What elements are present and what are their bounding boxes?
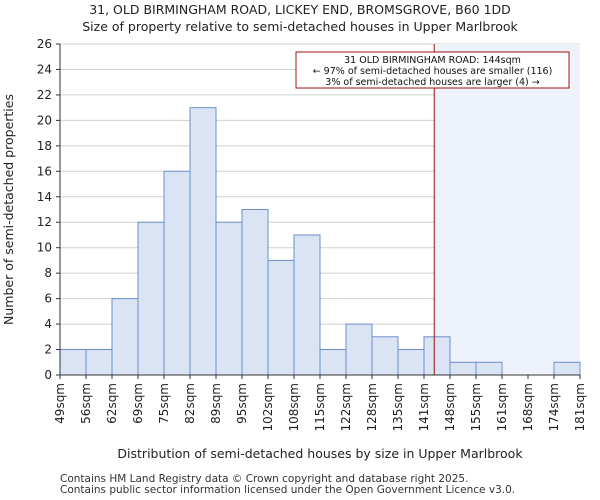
histogram-bar	[137, 221, 165, 376]
annotation-text: 3% of semi-detached houses are larger (4…	[325, 77, 539, 88]
y-tick-label: 22	[37, 88, 52, 102]
histogram-bar	[319, 349, 347, 376]
x-tick-label: 148sqm	[443, 383, 457, 431]
x-tick-label: 181sqm	[573, 383, 587, 431]
y-tick-label: 20	[37, 113, 52, 127]
histogram-bar	[423, 336, 451, 376]
y-tick-label: 2	[44, 343, 52, 357]
y-axis-label: Number of semi-detached properties	[1, 94, 16, 325]
y-tick-label: 6	[44, 292, 52, 306]
footer-licence: Contains public sector information licen…	[60, 484, 516, 496]
histogram-bar	[397, 349, 425, 376]
x-tick-label: 115sqm	[313, 383, 327, 431]
chart-title: 31, OLD BIRMINGHAM ROAD, LICKEY END, BRO…	[89, 2, 511, 17]
histogram-bar	[163, 170, 191, 376]
x-tick-label: 89sqm	[209, 383, 223, 424]
x-tick-label: 82sqm	[183, 383, 197, 424]
x-tick-label: 168sqm	[521, 383, 535, 431]
y-tick-label: 14	[37, 190, 52, 204]
histogram-bar	[449, 361, 477, 376]
histogram-bar	[241, 209, 269, 376]
y-tick-label: 8	[44, 266, 52, 280]
histogram-bar	[293, 234, 321, 376]
annotation-text: 31 OLD BIRMINGHAM ROAD: 144sqm	[344, 55, 521, 66]
y-tick-label: 0	[44, 368, 52, 382]
x-tick-label: 155sqm	[469, 383, 483, 431]
y-tick-label: 4	[44, 317, 52, 331]
x-tick-label: 174sqm	[547, 383, 561, 431]
histogram-bar	[371, 336, 399, 376]
y-tick-label: 18	[37, 139, 52, 153]
x-tick-label: 56sqm	[79, 383, 93, 424]
y-tick-label: 24	[37, 62, 52, 76]
x-tick-label: 128sqm	[365, 383, 379, 431]
y-tick-label: 16	[37, 164, 52, 178]
histogram-bar	[189, 107, 217, 376]
x-tick-label: 62sqm	[105, 383, 119, 424]
histogram-bar	[475, 361, 503, 376]
x-tick-label: 95sqm	[235, 383, 249, 424]
histogram-bar	[215, 221, 243, 376]
x-tick-label: 161sqm	[495, 383, 509, 431]
histogram-bar	[85, 349, 113, 376]
x-tick-label: 135sqm	[391, 383, 405, 431]
x-tick-label: 75sqm	[157, 383, 171, 424]
y-tick-label: 12	[37, 215, 52, 229]
x-tick-label: 102sqm	[261, 383, 275, 431]
footer-copyright: Contains HM Land Registry data © Crown c…	[60, 473, 469, 485]
histogram-bar	[267, 259, 295, 376]
x-tick-label: 141sqm	[417, 383, 431, 431]
x-tick-label: 108sqm	[287, 383, 301, 431]
y-tick-label: 26	[37, 37, 52, 51]
histogram-bar	[111, 298, 139, 376]
x-axis-label: Distribution of semi-detached houses by …	[117, 446, 523, 461]
histogram-bar	[553, 361, 581, 376]
histogram-bar	[59, 349, 87, 376]
x-tick-label: 49sqm	[53, 383, 67, 424]
y-tick-label: 10	[37, 241, 52, 255]
annotation-text: ← 97% of semi-detached houses are smalle…	[313, 66, 553, 77]
highlight-region	[434, 44, 580, 375]
chart-subtitle: Size of property relative to semi-detach…	[82, 19, 518, 34]
x-tick-label: 122sqm	[339, 383, 353, 431]
x-tick-label: 69sqm	[131, 383, 145, 424]
annotation-box	[295, 51, 570, 89]
histogram-bar	[345, 323, 373, 376]
